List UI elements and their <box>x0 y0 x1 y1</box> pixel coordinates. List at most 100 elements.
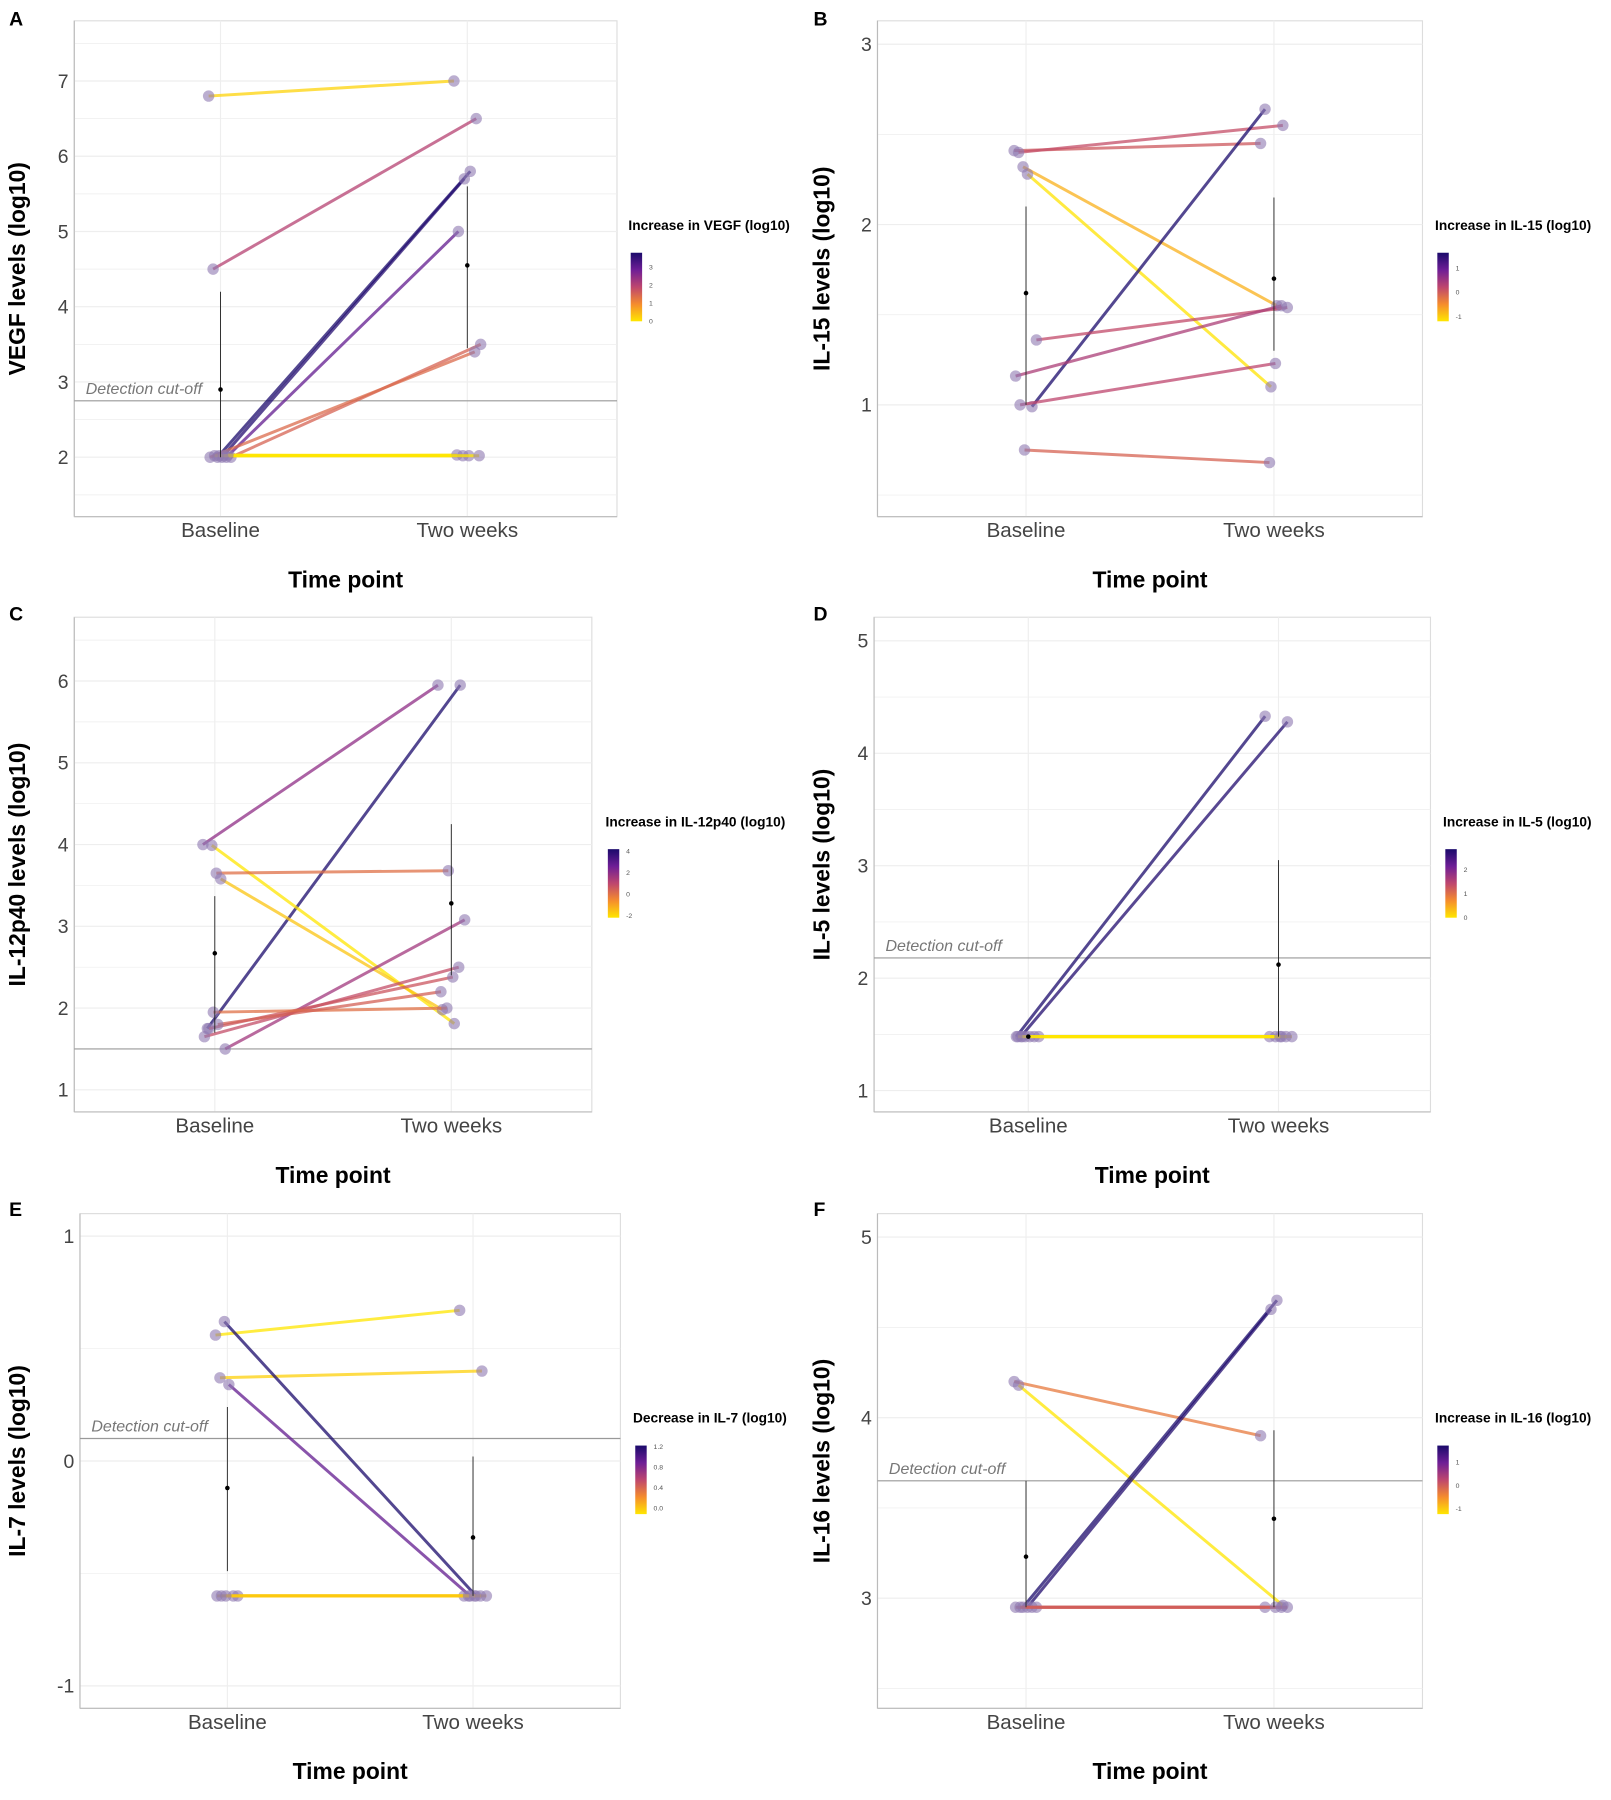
y-axis-label: IL-16 levels (log10) <box>808 1359 834 1563</box>
legend-title: Increase in IL-16 (log10) <box>1435 1411 1591 1426</box>
two-weeks-point <box>1259 710 1271 722</box>
cutoff-label: Detection cut-off <box>889 1461 1007 1478</box>
y-tick-label: 4 <box>858 743 869 765</box>
two-weeks-point <box>1259 103 1271 115</box>
legend-title: Decrease in IL-7 (log10) <box>633 1411 787 1426</box>
two-weeks-point <box>442 865 455 877</box>
legend-title: Increase in IL-12p40 (log10) <box>606 814 786 829</box>
x-axis-label: Time point <box>1092 567 1207 593</box>
pair-line <box>1021 1299 1279 1609</box>
x-tick-label: Baseline <box>987 519 1066 542</box>
legend-colorbar <box>1437 252 1449 322</box>
baseline-point <box>220 1590 232 1602</box>
legend-tick-label: 1 <box>1456 266 1460 273</box>
baseline-point <box>1018 444 1031 456</box>
y-tick-label: 3 <box>861 1588 872 1610</box>
baseline-point <box>1014 399 1026 411</box>
legend-title: Increase in IL-15 (log10) <box>1435 218 1591 233</box>
two-weeks-point <box>452 225 465 238</box>
two-weeks-point <box>453 1304 466 1317</box>
x-axis-label: Time point <box>293 1758 408 1784</box>
baseline-point <box>223 1378 235 1391</box>
cutoff-label: Detection cut-off <box>885 938 1003 955</box>
panel-letter: B <box>813 8 827 30</box>
y-tick-label: 4 <box>58 834 69 856</box>
y-axis-label: IL-7 levels (log10) <box>4 1365 30 1557</box>
y-tick-label: 2 <box>58 998 69 1020</box>
x-tick-label: Two weeks <box>1223 519 1325 542</box>
x-tick-label: Two weeks <box>422 1711 524 1734</box>
panel-D: 1 2 3 4 5 Baseline Two weeks Time point IL-5 lev… <box>808 604 1591 1188</box>
pair-line <box>219 1369 482 1380</box>
y-tick-label: 3 <box>58 372 69 394</box>
baseline-point <box>219 1043 231 1055</box>
two-weeks-point <box>454 679 466 691</box>
two-weeks-point <box>1269 1601 1282 1613</box>
legend-tick-label: 3 <box>649 264 653 271</box>
legend-colorbar <box>607 849 620 918</box>
y-tick-label: 2 <box>58 447 69 469</box>
y-tick-label: 3 <box>858 856 869 878</box>
legend-tick-label: 2 <box>626 870 630 877</box>
baseline-point <box>218 1315 231 1328</box>
two-weeks-point <box>1274 1030 1286 1043</box>
y-tick-label: 4 <box>861 1408 872 1430</box>
two-weeks-point <box>1275 299 1288 312</box>
legend-colorbar <box>630 252 643 322</box>
x-tick-label: Two weeks <box>1223 1711 1325 1734</box>
panel-B: 1 2 3 Baseline Two weeks Time point IL-15 leve… <box>808 8 1591 592</box>
two-weeks-point <box>448 1017 460 1030</box>
panel-letter: C <box>9 604 23 626</box>
pair-line <box>1015 715 1267 1038</box>
legend-tick-label: 0.8 <box>654 1465 664 1472</box>
baseline-point <box>1012 146 1025 159</box>
two-weeks-point <box>1254 137 1267 150</box>
legend-tick-label: 0.0 <box>654 1506 664 1513</box>
two-weeks-point <box>1271 1294 1283 1307</box>
legend-tick-label: -1 <box>1456 1506 1462 1513</box>
legend-tick-label: 0 <box>649 319 653 326</box>
plot-area <box>876 1213 1424 1709</box>
two-weeks-point <box>441 1002 453 1014</box>
mean-point <box>1276 962 1281 967</box>
y-tick-label: 2 <box>858 968 869 990</box>
pair-line <box>1015 304 1282 378</box>
pair-line <box>1013 1380 1261 1438</box>
baseline-point <box>202 90 215 102</box>
x-tick-label: Two weeks <box>416 519 518 542</box>
baseline-point <box>206 839 218 852</box>
two-weeks-point <box>458 173 471 185</box>
y-tick-label: 5 <box>58 221 69 243</box>
two-weeks-point <box>1263 456 1276 469</box>
y-tick-label: 6 <box>58 671 69 693</box>
y-axis-label: VEGF levels (log10) <box>4 162 30 375</box>
two-weeks-point <box>435 986 447 998</box>
baseline-point <box>1016 1030 1029 1043</box>
two-weeks-point <box>1265 381 1277 393</box>
panel-letter: A <box>9 8 23 30</box>
panel-C: 1 2 3 4 5 6 Baseline Two weeks Time point IL-12p4… <box>4 604 785 1188</box>
pair-line <box>209 350 476 459</box>
pair-line <box>227 1383 472 1598</box>
two-weeks-point <box>469 346 481 358</box>
panel-A: 2 3 4 5 6 7 Baseline Two weeks Time point VEGF le… <box>4 8 790 592</box>
baseline-point <box>207 1006 220 1018</box>
legend-title: Increase in IL-5 (log10) <box>1443 814 1592 829</box>
two-weeks-point <box>453 961 465 973</box>
legend-tick-label: 1.2 <box>654 1444 664 1451</box>
pair-line <box>213 1006 447 1014</box>
y-tick-label: 5 <box>58 753 69 775</box>
x-axis-label: Time point <box>1095 1162 1210 1188</box>
pair-line <box>212 117 477 271</box>
two-weeks-point <box>1254 1430 1267 1442</box>
baseline-point <box>1021 168 1034 180</box>
baseline-point <box>214 1372 226 1384</box>
plot-area <box>73 616 593 1113</box>
pair-line <box>217 990 442 1026</box>
mean-point <box>1271 1516 1277 1522</box>
y-tick-label: 1 <box>858 1080 869 1102</box>
y-tick-label: 5 <box>858 631 869 653</box>
mean-point <box>465 263 470 268</box>
x-tick-label: Baseline <box>181 519 260 542</box>
two-weeks-point <box>473 450 485 462</box>
